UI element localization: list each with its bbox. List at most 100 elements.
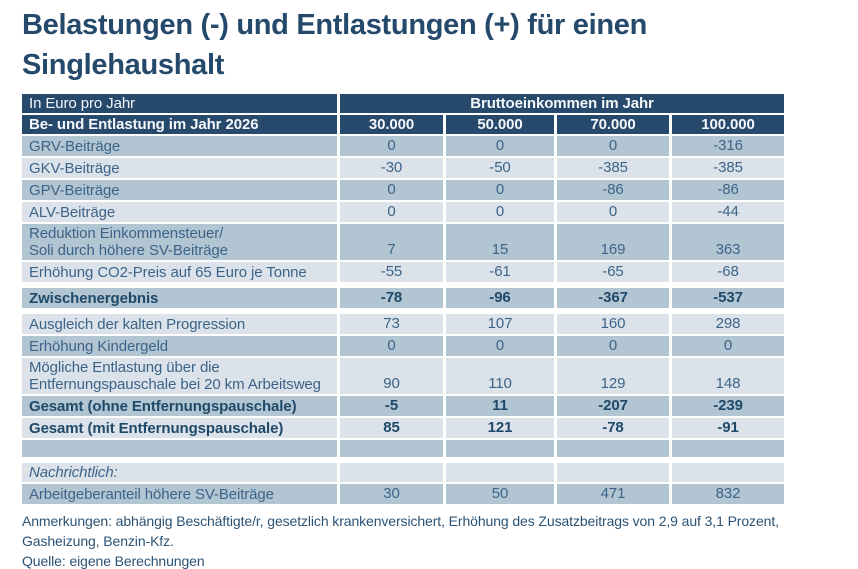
row-value-cell: -239 (672, 394, 785, 416)
row-value-cell: 7 (340, 222, 446, 260)
row-value-cell: 0 (446, 334, 557, 356)
table-body: GRV-Beiträge 0 0 0 -316 GKV-Beiträge -30 -50 -38… (22, 134, 785, 504)
row-value-cell: -86 (672, 178, 785, 200)
table-row: Ausgleich der kalten Progression 73 107 160… (22, 308, 785, 334)
row-value-cell: 160 (557, 308, 672, 334)
row-header-label-cell: Be- und Entlastung im Jahr 2026 (22, 113, 340, 134)
row-value-cell: 90 (340, 356, 446, 394)
column-group-header-cell: Bruttoeinkommen im Jahr (340, 94, 785, 113)
row-value-cell: 471 (557, 482, 672, 504)
row-value-cell (340, 438, 446, 457)
row-label-cell: Zwischenergebnis (22, 282, 340, 308)
row-value-cell: -50 (446, 156, 557, 178)
column-header-cell: 50.000 (446, 113, 557, 134)
row-value-cell (557, 438, 672, 457)
row-value-cell: 298 (672, 308, 785, 334)
table-row: Mögliche Entlastung über die Entfernungs… (22, 356, 785, 394)
row-value-cell (446, 438, 557, 457)
table-row: Erhöhung CO2-Preis auf 65 Euro je Tonne -… (22, 260, 785, 282)
row-value-cell: 0 (446, 200, 557, 222)
row-value-cell: 0 (672, 334, 785, 356)
source-text: Quelle: eigene Berechnungen (22, 553, 205, 569)
row-value-cell: 0 (446, 178, 557, 200)
page-title: Belastungen (-) und Entlastungen (+) für… (22, 5, 858, 85)
group-header-row: In Euro pro Jahr Bruttoeinkommen im Jahr (22, 94, 785, 113)
row-label-cell: Reduktion Einkommensteuer/ Soli durch hö… (22, 222, 340, 260)
row-label-cell: GPV-Beiträge (22, 178, 340, 200)
row-label-cell: Ausgleich der kalten Progression (22, 308, 340, 334)
row-value-cell: 0 (557, 200, 672, 222)
row-value-cell: -367 (557, 282, 672, 308)
row-value-cell: 85 (340, 416, 446, 438)
row-value-cell: 0 (340, 178, 446, 200)
row-value-cell: -91 (672, 416, 785, 438)
row-value-cell: -44 (672, 200, 785, 222)
row-value-cell: -96 (446, 282, 557, 308)
row-value-cell: -68 (672, 260, 785, 282)
row-value-cell: 0 (446, 134, 557, 156)
row-value-cell: -86 (557, 178, 672, 200)
row-value-cell: 73 (340, 308, 446, 334)
row-value-cell: -78 (340, 282, 446, 308)
table-row: Reduktion Einkommensteuer/ Soli durch hö… (22, 222, 785, 260)
row-value-cell: 148 (672, 356, 785, 394)
table-row: GRV-Beiträge 0 0 0 -316 (22, 134, 785, 156)
row-value-cell: 107 (446, 308, 557, 334)
row-value-cell: 121 (446, 416, 557, 438)
row-value-cell (340, 457, 446, 482)
column-header-cell: 70.000 (557, 113, 672, 134)
row-value-cell: -385 (557, 156, 672, 178)
row-label-cell: GRV-Beiträge (22, 134, 340, 156)
row-label-cell: Arbeitgeberanteil höhere SV-Beiträge (22, 482, 340, 504)
table-row: GPV-Beiträge 0 0 -86 -86 (22, 178, 785, 200)
row-label-cell: Nachrichtlich: (22, 457, 340, 482)
page-title-line2: Singlehaushalt (22, 49, 225, 81)
row-value-cell: -30 (340, 156, 446, 178)
row-value-cell: 110 (446, 356, 557, 394)
table-row: Nachrichtlich: (22, 457, 785, 482)
row-value-cell: 50 (446, 482, 557, 504)
table-row: Erhöhung Kindergeld 0 0 0 0 (22, 334, 785, 356)
column-header-row: Be- und Entlastung im Jahr 2026 30.000 50… (22, 113, 785, 134)
row-label-cell: Mögliche Entlastung über die Entfernungs… (22, 356, 340, 394)
row-label-cell (22, 438, 340, 457)
row-label-cell: Erhöhung CO2-Preis auf 65 Euro je Tonne (22, 260, 340, 282)
row-value-cell: 363 (672, 222, 785, 260)
row-value-cell: 0 (557, 334, 672, 356)
table-row: GKV-Beiträge -30 -50 -385 -385 (22, 156, 785, 178)
row-value-cell: -65 (557, 260, 672, 282)
table-row: Gesamt (mit Entfernungspauschale) 85 121 -7… (22, 416, 785, 438)
row-value-cell (672, 457, 785, 482)
row-value-cell: -385 (672, 156, 785, 178)
row-value-cell (446, 457, 557, 482)
unit-label-cell: In Euro pro Jahr (22, 94, 340, 113)
table-row: ALV-Beiträge 0 0 0 -44 (22, 200, 785, 222)
table-row (22, 438, 785, 457)
row-value-cell: -61 (446, 260, 557, 282)
row-label-cell: Gesamt (ohne Entfernungspauschale) (22, 394, 340, 416)
row-value-cell: 0 (340, 134, 446, 156)
row-value-cell: 169 (557, 222, 672, 260)
row-value-cell: 11 (446, 394, 557, 416)
row-value-cell: -207 (557, 394, 672, 416)
row-value-cell: -78 (557, 416, 672, 438)
row-label-cell: Gesamt (mit Entfernungspauschale) (22, 416, 340, 438)
row-value-cell: -55 (340, 260, 446, 282)
row-value-cell: 30 (340, 482, 446, 504)
table-row: Arbeitgeberanteil höhere SV-Beiträge 30 50… (22, 482, 785, 504)
row-value-cell: 0 (557, 134, 672, 156)
row-value-cell: 832 (672, 482, 785, 504)
column-header-cell: 100.000 (672, 113, 785, 134)
row-value-cell (672, 438, 785, 457)
row-value-cell: 0 (340, 334, 446, 356)
column-header-cell: 30.000 (340, 113, 446, 134)
row-value-cell: -537 (672, 282, 785, 308)
row-value-cell (557, 457, 672, 482)
row-value-cell: -5 (340, 394, 446, 416)
notes-text: Anmerkungen: abhängig Beschäftigte/r, ge… (22, 513, 779, 549)
row-value-cell: 129 (557, 356, 672, 394)
row-label-cell: ALV-Beiträge (22, 200, 340, 222)
row-value-cell: 0 (340, 200, 446, 222)
row-label-cell: GKV-Beiträge (22, 156, 340, 178)
